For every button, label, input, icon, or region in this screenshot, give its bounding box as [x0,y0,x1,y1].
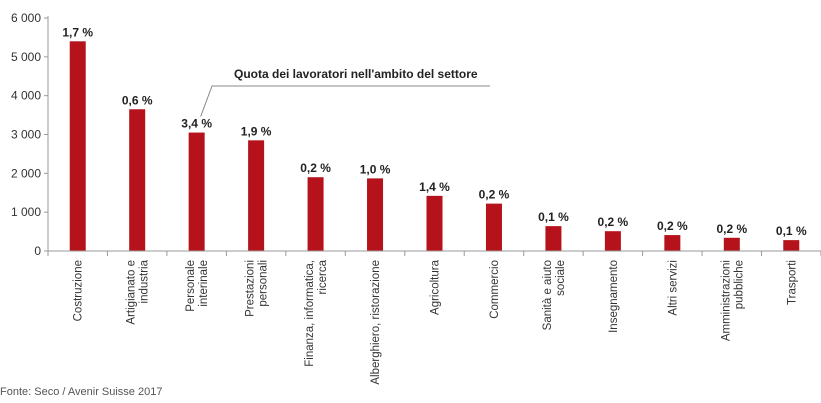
y-tick-label: 6 000 [11,11,41,25]
data-label: 0,6 % [122,93,153,107]
data-label: 1,0 % [360,162,391,176]
y-axis: 0 1 000 2 000 3 000 4 000 5 000 6 000 [11,11,49,258]
x-tick-label: Commercio [489,260,501,319]
bar [248,140,265,251]
data-label: 0,2 % [657,219,688,233]
x-tick-label: Personale interinale [185,260,210,312]
bar [723,237,740,251]
x-tick-label: Trasporti [786,260,798,305]
y-tick-label: 1 000 [11,205,41,219]
bar [664,235,681,251]
x-tick-label-line: interinale [198,260,210,307]
data-label: 0,2 % [479,188,510,202]
bar [69,41,86,251]
annotation-text: Quota dei lavoratori nell'ambito del set… [234,67,478,81]
x-tick-label-line: ricerca [317,259,329,294]
data-label: 0,1 % [538,210,569,224]
data-label: 1,9 % [241,124,272,138]
y-tick-label: 2 000 [11,166,41,180]
x-axis: Costruzione Artigianato e industria Persona… [47,250,821,385]
bar [485,203,502,251]
data-label: 0,2 % [598,215,629,229]
x-tick-label-line: Amministrazioni [720,260,732,341]
x-tick-label: Finanza, informatica, ricerca [304,259,329,366]
x-tick-label-line: personali [258,260,270,307]
data-label: 0,2 % [716,222,747,236]
source-note: Fonte: Seco / Avenir Suisse 2017 [0,386,163,398]
x-tick-label-line: Altri servizi [667,260,679,316]
y-tick-label: 3 000 [11,128,41,142]
x-tick-label-line: Agricoltura [430,259,442,315]
bar [188,132,205,251]
x-tick-label-line: Alberghiero, ristorazione [370,260,382,385]
x-tick-label: Prestazioni personali [245,260,270,317]
x-tick-label: Amministrazioni pubbliche [720,260,745,341]
x-tick-label-line: pubbliche [733,260,745,309]
bar [604,231,621,251]
x-tick-label-line: Costruzione [73,260,85,321]
data-label: 1,4 % [419,180,450,194]
x-tick-label-line: industria [139,259,151,303]
annotation-callout: Quota dei lavoratori nell'ambito del set… [200,67,490,117]
x-tick-label: Alberghiero, ristorazione [370,260,382,385]
y-tick-label: 4 000 [11,89,41,103]
bar [783,240,800,251]
x-tick-label-line: Prestazioni [245,260,257,317]
x-tick-label: Costruzione [73,260,85,321]
data-label: 3,4 % [181,117,212,131]
bar [307,177,324,251]
data-label: 1,7 % [62,25,93,39]
x-tick-label: Artigianato e industria [126,259,151,324]
bar [129,109,146,251]
data-label: 0,2 % [300,161,331,175]
bar [367,178,384,251]
x-tick-label: Altri servizi [667,260,679,316]
x-tick-label: Sanità e aiuto sociale [542,260,567,330]
x-tick-label-line: Artigianato e [126,260,138,325]
x-tick-label: Agricoltura [430,259,442,315]
y-tick-label: 5 000 [11,50,41,64]
data-labels: 1,7 % 0,6 % 3,4 % 1,9 % 0,2 % 1,0 % 1,4 % 0,2 %… [62,25,807,238]
x-tick-label-line: Commercio [489,260,501,319]
x-tick-label-line: Finanza, informatica, [304,260,316,367]
x-tick-label-line: Sanità e aiuto [542,260,554,330]
bar [426,195,443,251]
x-tick-label-line: Insegnamento [608,260,620,333]
bar [545,226,562,251]
x-tick-label-line: sociale [555,260,567,296]
x-tick-label-line: Personale [185,260,197,312]
x-tick-label: Insegnamento [608,260,620,333]
x-tick-label-line: Trasporti [786,260,798,305]
data-label: 0,1 % [776,224,807,238]
y-tick-label: 0 [34,244,41,258]
bars [69,41,800,251]
annotation-leader-line [200,85,490,117]
